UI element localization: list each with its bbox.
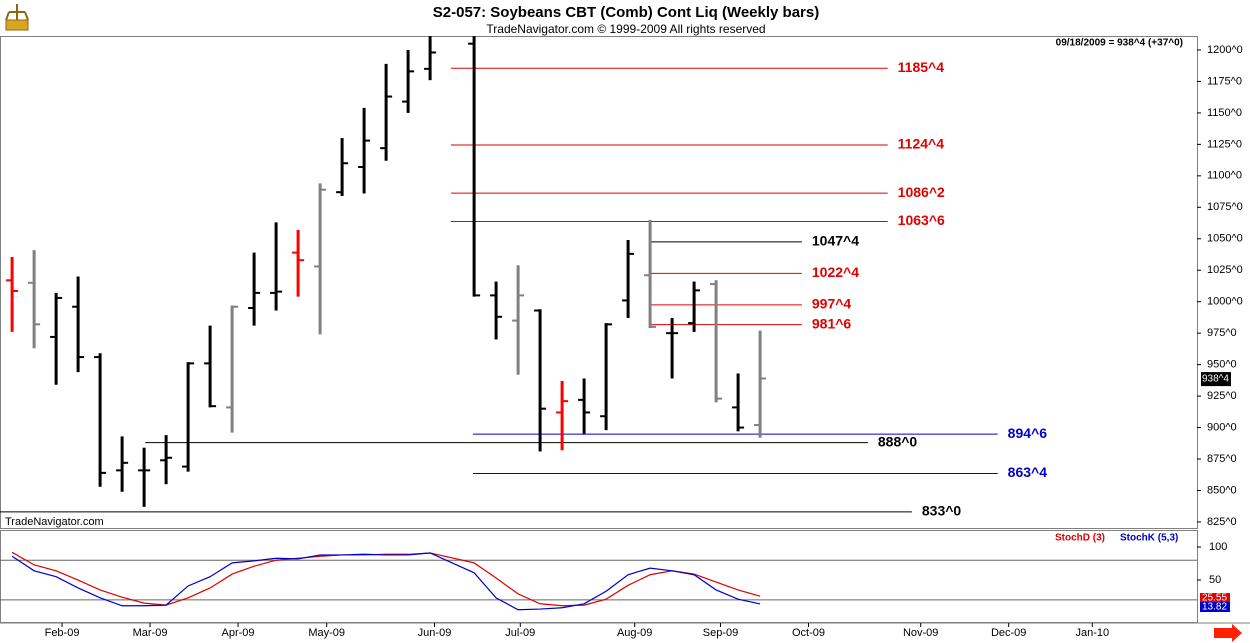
ohlc-bar	[534, 309, 547, 452]
app-icon[interactable]	[5, 4, 29, 31]
ohlc-bar	[688, 281, 701, 332]
y-tick-label: 100	[1209, 541, 1227, 553]
price-panel: 825^0 850^0 875^0 900^0 925^0 950^0 975^0 1000^…	[0, 36, 1243, 639]
x-tick-label: May-09	[308, 627, 345, 639]
watermark: TradeNavigator.com	[5, 516, 104, 528]
y-tick-label: 1175^0	[1207, 75, 1242, 87]
ohlc-bar	[556, 380, 569, 451]
last-value-box	[1200, 593, 1230, 603]
level-label: 863^4	[1008, 464, 1048, 480]
ohlc-bar	[578, 378, 591, 434]
y-tick-label: 950^0	[1207, 359, 1237, 371]
y-tick-label: 1000^0	[1207, 296, 1243, 308]
ohlc-bar	[754, 330, 767, 438]
ohlc-bar	[732, 373, 745, 432]
scroll-arrow[interactable]	[1214, 624, 1242, 642]
ohlc-bar	[270, 222, 283, 311]
level-label: 888^0	[878, 433, 918, 449]
ohlc-bar	[94, 353, 107, 487]
x-tick-label: Jul-09	[505, 627, 535, 639]
ohlc-bar	[512, 265, 525, 375]
y-tick-label: 1100^0	[1207, 170, 1242, 182]
level-label: 997^4	[812, 296, 852, 312]
stoch-line	[11, 552, 761, 611]
x-tick-label: Nov-09	[903, 627, 938, 639]
x-tick-label: Sep-09	[703, 627, 738, 639]
ohlc-bar	[622, 240, 635, 319]
ohlc-bar	[116, 436, 129, 492]
ohlc-bar	[204, 325, 217, 408]
y-tick-label: 900^0	[1207, 421, 1237, 433]
level-label: 1124^4	[898, 136, 945, 152]
y-tick-label: 850^0	[1207, 484, 1237, 496]
ohlc-bar	[424, 36, 437, 81]
ohlc-bar	[28, 250, 41, 349]
quote: 09/18/2009 = 938^4 (+37^0)	[1056, 38, 1183, 49]
ohlc-bar	[468, 36, 481, 297]
level-label: 1047^4	[812, 233, 859, 249]
level-label: 981^6	[812, 315, 852, 331]
ohlc-bar	[50, 292, 63, 385]
ohlc-bar	[182, 362, 195, 472]
x-tick-label: Aug-09	[617, 627, 652, 639]
ohlc-bar	[292, 229, 305, 297]
y-tick-label: 1125^0	[1207, 138, 1242, 150]
x-tick-label: Jun-09	[418, 627, 452, 639]
x-tick-label: Oct-09	[792, 627, 825, 639]
last-price-label: 938^4	[1202, 374, 1229, 385]
ohlc-bar	[358, 107, 371, 194]
ohlc-bar	[402, 49, 415, 113]
ohlc-bar	[248, 252, 261, 326]
ohlc-bar	[6, 257, 19, 332]
x-tick-label: Apr-09	[222, 627, 255, 639]
ohlc-bar	[336, 138, 349, 196]
legend-entry: StochD (3)	[1055, 533, 1105, 544]
ohlc-bar	[600, 323, 613, 431]
stoch-panel: 50 100 StochD (3) 25.55 StochK (5,3) 13.82	[0, 533, 1230, 613]
x-tick-label: Mar-09	[133, 627, 168, 639]
y-tick-label: 925^0	[1207, 390, 1237, 402]
level-label: 1185^4	[898, 59, 945, 75]
legend-entry: StochK (5,3)	[1120, 533, 1178, 544]
ohlc-bar	[710, 280, 723, 403]
ohlc-bar	[644, 219, 657, 329]
last-value-label: 13.82	[1202, 602, 1227, 613]
y-tick-label: 1150^0	[1207, 107, 1242, 119]
level-label: 833^0	[922, 503, 962, 519]
y-tick-label: 1025^0	[1207, 264, 1243, 276]
y-tick-label: 1050^0	[1207, 233, 1243, 245]
x-tick-label: Jan-10	[1075, 627, 1109, 639]
last-price-box	[1201, 372, 1231, 387]
y-tick-label: 1200^0	[1207, 44, 1243, 56]
chart-title: S2-057: Soybeans CBT (Comb) Cont Liq (We…	[433, 4, 819, 21]
x-tick-label: Feb-09	[45, 627, 80, 639]
price-panel-frame	[0, 36, 1198, 529]
level-label: 894^6	[1008, 425, 1048, 441]
ohlc-bar	[666, 318, 679, 379]
last-value-box	[1200, 602, 1230, 612]
level-label: 1086^2	[898, 184, 945, 200]
y-tick-label: 1075^0	[1207, 201, 1243, 213]
y-tick-label: 50	[1209, 574, 1221, 586]
level-label: 1063^6	[898, 212, 945, 228]
last-value-label: 25.55	[1202, 593, 1227, 604]
y-tick-label: 825^0	[1207, 516, 1237, 528]
x-tick-label: Dec-09	[991, 627, 1026, 639]
ohlc-bar	[138, 447, 151, 507]
y-tick-label: 975^0	[1207, 327, 1237, 339]
ohlc-bar	[160, 435, 173, 485]
ohlc-bar	[314, 183, 327, 335]
ohlc-bar	[490, 281, 503, 340]
copyright: TradeNavigator.com © 1999-2009 All right…	[486, 22, 765, 36]
ohlc-bar	[380, 63, 393, 161]
level-label: 1022^4	[812, 264, 859, 280]
ohlc-bar	[72, 276, 85, 373]
y-tick-label: 875^0	[1207, 453, 1237, 465]
ohlc-bar	[226, 305, 239, 433]
